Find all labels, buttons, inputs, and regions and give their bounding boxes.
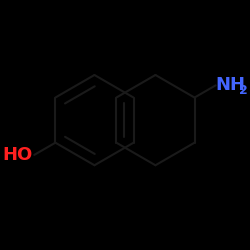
Text: NH: NH bbox=[216, 76, 246, 94]
Text: HO: HO bbox=[3, 146, 33, 164]
Text: 2: 2 bbox=[239, 84, 248, 97]
